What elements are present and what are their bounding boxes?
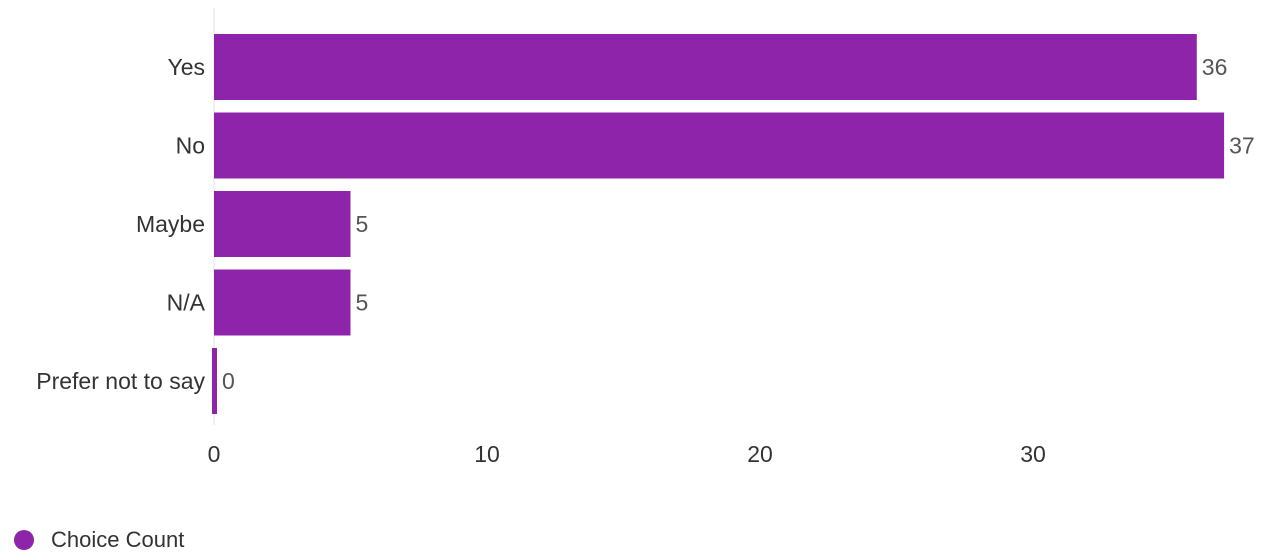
category-label: Prefer not to say [36,368,205,394]
bar [214,112,1225,179]
bar [214,34,1197,100]
category-label: No [176,133,205,159]
legend-label: Choice Count [51,527,185,552]
x-tick-label: 0 [208,441,221,467]
data-label: 0 [222,368,235,394]
data-label: 37 [1229,133,1255,159]
data-label: 5 [356,290,369,316]
x-tick-label: 10 [474,441,500,467]
x-tick-label: 30 [1020,441,1046,467]
bar [212,348,217,414]
bar-chart: Yes 36 No 37 Maybe 5 N/A 5 Prefer not to say 0 0 10… [36,8,1255,467]
bar [214,269,351,336]
data-label: 36 [1202,54,1228,80]
category-label: Yes [167,54,205,80]
legend: Choice Count [14,527,184,553]
category-label: N/A [167,290,206,316]
data-label: 5 [356,211,369,237]
bar [214,191,351,257]
x-tick-label: 20 [747,441,773,467]
category-label: Maybe [136,211,205,237]
legend-swatch [14,530,34,550]
